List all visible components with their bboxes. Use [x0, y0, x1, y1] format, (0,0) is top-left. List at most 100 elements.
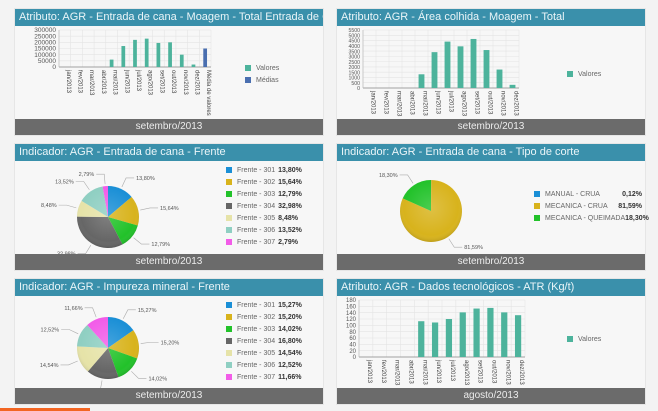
y-tick-label: 4000: [348, 44, 360, 50]
panel-title: Indicador: AGR - Impureza mineral - Fren…: [15, 279, 323, 296]
legend-item[interactable]: Frente - 301 13,80%: [226, 164, 318, 176]
legend-item[interactable]: Frente - 301 15,27%: [226, 299, 318, 311]
pie-label-connector: [60, 360, 78, 366]
bar-mai-2013[interactable]: [418, 74, 425, 88]
pie-label-connector: [75, 181, 90, 190]
bar-dez-2013[interactable]: [191, 64, 196, 67]
bar-set-2013[interactable]: [156, 42, 161, 67]
legend-swatch: [534, 191, 540, 197]
pie-label-connector: [84, 307, 97, 318]
y-tick-label: 250000: [34, 33, 56, 40]
bar-out-2013[interactable]: [483, 50, 490, 88]
pie-label-connector: [92, 380, 103, 390]
bar-nov-2013[interactable]: [179, 54, 184, 67]
x-tick-label: jun/2013: [123, 69, 129, 94]
bar-jul-2013[interactable]: [133, 39, 137, 67]
x-tick-label: dez/2013: [513, 91, 519, 116]
bar-dez-2013[interactable]: [514, 315, 522, 357]
bar-jul-2013[interactable]: [444, 41, 451, 88]
x-tick-label: nov/2013: [182, 70, 188, 95]
legend-label: Frente - 306: [237, 361, 276, 369]
x-tick-label: nov/2013: [504, 360, 510, 385]
pie-label-connector: [58, 204, 77, 209]
y-tick-label: 2500: [348, 60, 360, 66]
legend-label: Frente - 307: [237, 373, 276, 381]
legend-item[interactable]: Frente - 306 13,52%: [226, 224, 318, 236]
bar-out-2013[interactable]: [168, 42, 172, 67]
y-tick-label: 100: [346, 324, 357, 330]
panel-title: Atributo: AGR - Entrada de cana - Moagem…: [15, 9, 323, 26]
legend-swatch: [226, 314, 232, 320]
bar-mai-2013[interactable]: [418, 321, 425, 357]
legend-swatch: [226, 338, 232, 344]
legend-item[interactable]: Frente - 305 8,48%: [226, 212, 318, 224]
legend-value: 32,98%: [278, 202, 302, 210]
panel-footer-period: setembro/2013: [15, 119, 323, 135]
bar-jun-2013[interactable]: [431, 322, 439, 357]
y-tick-label: 1000: [348, 76, 360, 82]
bar-jun-2013[interactable]: [121, 46, 126, 67]
bar-set-2013[interactable]: [470, 38, 477, 88]
legend-label: Frente - 301: [237, 166, 276, 174]
legend-item[interactable]: Frente - 305 14,54%: [226, 347, 318, 359]
panel-footer-period: setembro/2013: [15, 388, 323, 404]
legend-value: 2,79%: [278, 238, 298, 246]
legend-item[interactable]: Frente - 304 16,80%: [226, 335, 318, 347]
panel-title: Atributo: AGR - Dados tecnológicos - ATR…: [337, 279, 645, 296]
x-tick-label: mar/2013: [88, 70, 94, 96]
x-tick-label: jul/2013: [448, 90, 454, 113]
y-tick-label: 0: [353, 355, 357, 361]
legend-item[interactable]: Frente - 307 11,66%: [226, 371, 318, 383]
legend-item[interactable]: Frente - 302 15,64%: [226, 176, 318, 188]
bar-ago-2013[interactable]: [457, 46, 464, 88]
bar-nov-2013[interactable]: [501, 312, 508, 357]
legend-item[interactable]: Frente - 306 12,52%: [226, 359, 318, 371]
pie-label-connector: [140, 341, 159, 344]
legend-value: 14,54%: [278, 349, 302, 357]
x-tick-label: fev/2013: [380, 360, 386, 384]
y-tick-label: 120: [346, 317, 357, 323]
bar-nov-2013[interactable]: [496, 69, 503, 88]
bar-jun-2013[interactable]: [431, 52, 438, 88]
pie-shading: [77, 317, 139, 379]
bar-jul-2013[interactable]: [445, 319, 453, 357]
legend-swatch: [226, 350, 232, 356]
bar-dez-2013[interactable]: [509, 84, 516, 88]
legend-swatch: [534, 215, 540, 221]
legend-item[interactable]: Valores: [245, 62, 279, 74]
bar-ago-2013[interactable]: [459, 312, 466, 357]
legend-item[interactable]: Frente - 303 14,02%: [226, 323, 318, 335]
legend-item[interactable]: Valores: [567, 68, 601, 80]
legend-item[interactable]: MECANICA - QUEIMADA 18,30%: [534, 212, 649, 224]
legend-item[interactable]: Frente - 304 32,98%: [226, 200, 318, 212]
pie-label-connector: [77, 245, 92, 255]
legend-item[interactable]: MECANICA - CRUA 81,59%: [534, 200, 642, 212]
legend-item[interactable]: Frente - 307 2,79%: [226, 236, 318, 248]
bar-m-dia-de-valores[interactable]: [203, 48, 208, 68]
x-tick-label: out/2013: [170, 70, 176, 94]
bar-ago-2013[interactable]: [144, 38, 149, 67]
y-tick-label: 40: [349, 343, 356, 349]
legend-value: 12,79%: [278, 190, 302, 198]
bar-mai-2013[interactable]: [109, 59, 114, 67]
pie-data-label: 11,66%: [64, 306, 82, 312]
panel-title: Atributo: AGR - Área colhida - Moagem - …: [337, 9, 645, 26]
legend-label: MANUAL - CRUA: [545, 190, 600, 198]
legend-item[interactable]: Médias: [245, 74, 279, 86]
legend-value: 15,64%: [278, 178, 302, 186]
bar-set-2013[interactable]: [473, 308, 480, 357]
legend-item[interactable]: Valores: [567, 333, 601, 345]
legend-label: Frente - 304: [237, 202, 276, 210]
y-tick-label: 3500: [348, 49, 360, 55]
legend-item[interactable]: MANUAL - CRUA 0,12%: [534, 188, 642, 200]
pie-data-label: 8,48%: [41, 203, 57, 209]
panel-footer-period: agosto/2013: [337, 388, 645, 404]
legend-item[interactable]: Frente - 303 12,79%: [226, 188, 318, 200]
legend-item[interactable]: Frente - 302 15,20%: [226, 311, 318, 323]
x-tick-label: ago/2013: [147, 70, 153, 96]
y-tick-label: 20: [349, 349, 356, 355]
bar-out-2013[interactable]: [487, 307, 494, 357]
pie-data-label: 18,30%: [379, 173, 398, 179]
chart-legend: MANUAL - CRUA 0,12% MECANICA - CRUA 81,59% M…: [534, 188, 649, 224]
bar-chart-area-colhida: 0500100015002000250030003500400045005000…: [348, 28, 520, 117]
